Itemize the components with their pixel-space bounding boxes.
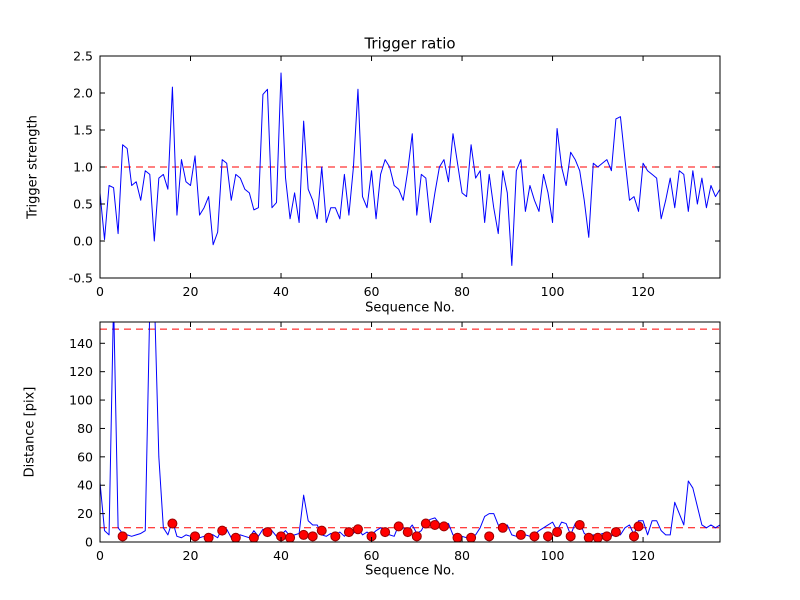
y-tick-label: 1.5 (73, 123, 93, 138)
scatter-point (565, 531, 576, 542)
y-tick-label: 2.5 (73, 49, 93, 64)
y-tick-label: 80 (77, 421, 93, 436)
scatter-point (203, 532, 214, 542)
x-tick-label: 100 (541, 548, 565, 563)
axes-0: 0 20 40 60 80 100 120 -0.5 0.0 0.5 1.0 1.5 2.0 2.5 (69, 49, 721, 299)
scatter-point (438, 521, 449, 532)
y-tick-label: 0.5 (73, 197, 93, 212)
scatter-point (574, 519, 585, 530)
scatter-point (420, 518, 431, 529)
y-tick-label: 20 (77, 506, 93, 521)
y-tick-label: 0.0 (73, 234, 93, 249)
x-tick-label: 120 (631, 284, 655, 299)
x-tick-label: 120 (631, 548, 655, 563)
y-tick-label: 1.0 (73, 160, 93, 175)
scatter-point (402, 527, 413, 538)
trigger-strength-line (100, 72, 720, 266)
x-tick-label: 60 (364, 284, 380, 299)
scatter-point (285, 532, 296, 542)
scatter-point (117, 531, 128, 542)
x-tick-label: 20 (183, 284, 199, 299)
scatter-point (466, 532, 477, 542)
x-tick-label: 0 (96, 548, 104, 563)
x-tick-label: 20 (183, 548, 199, 563)
scatter-point (610, 527, 621, 538)
top-x-axis-label: Sequence No. (365, 300, 455, 316)
scatter-point (452, 532, 463, 542)
scatter-point (583, 532, 594, 542)
bottom-x-axis-label: Sequence No. (365, 563, 455, 579)
scatter-point (515, 529, 526, 540)
scatter-point (330, 531, 341, 542)
chart-title: Trigger ratio (364, 34, 456, 53)
x-tick-label: 40 (273, 284, 289, 299)
y-tick-label: 140 (69, 336, 93, 351)
scatter-point (380, 527, 391, 538)
scatter-point (633, 521, 644, 532)
scatter-point (429, 519, 440, 530)
scatter-point (316, 525, 327, 536)
scatter-point (352, 524, 363, 535)
x-tick-label: 100 (541, 284, 565, 299)
x-tick-label: 60 (364, 548, 380, 563)
scatter-point (262, 527, 273, 538)
scatter-point (307, 531, 318, 542)
scatter-point (629, 531, 640, 542)
y-tick-label: -0.5 (69, 271, 93, 286)
scatter-point (217, 525, 228, 536)
axes-1: 0 20 40 60 80 100 120 0 20 40 60 80 100 120 140 (69, 321, 721, 563)
scatter-point (592, 532, 603, 542)
x-tick-label: 40 (273, 548, 289, 563)
x-tick-label: 0 (96, 284, 104, 299)
scatter-point (529, 531, 540, 542)
scatter-point (298, 529, 309, 540)
bottom-y-axis-label: Distance [pix] (22, 386, 38, 478)
y-tick-label: 2.0 (73, 86, 93, 101)
scatter-point (167, 518, 178, 529)
scatter-point (552, 527, 563, 538)
x-tick-label: 80 (454, 548, 470, 563)
y-tick-label: 100 (69, 393, 93, 408)
y-tick-label: 0 (85, 535, 93, 550)
scatter-point (497, 522, 508, 533)
scatter-point (190, 531, 201, 542)
scatter-point (543, 531, 554, 542)
x-tick-label: 80 (454, 284, 470, 299)
y-tick-label: 60 (77, 449, 93, 464)
y-tick-label: 120 (69, 364, 93, 379)
distance-line (100, 322, 720, 539)
scatter-point (343, 527, 354, 538)
y-tick-label: 40 (77, 478, 93, 493)
scatter-point (248, 532, 259, 542)
scatter-point (230, 532, 241, 542)
scatter-point (393, 521, 404, 532)
scatter-point (484, 531, 495, 542)
axes-frame (99, 321, 721, 543)
top-y-axis-label: Trigger strength (25, 115, 41, 219)
scatter-point (601, 531, 612, 542)
scatter-point (411, 531, 422, 542)
